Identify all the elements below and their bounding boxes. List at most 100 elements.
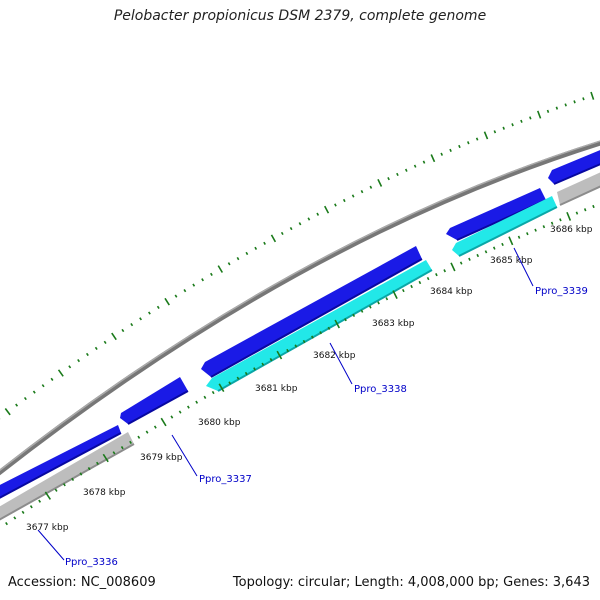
gene-label-ppro-3337[interactable]: Ppro_3337 bbox=[199, 474, 252, 485]
track-tick bbox=[493, 130, 497, 134]
track-tick bbox=[192, 283, 196, 287]
track-tick bbox=[550, 221, 554, 225]
track-tick bbox=[68, 365, 72, 369]
kbp-labels: 3677 kbp 3678 kbp 3679 kbp 3680 kbp 3681… bbox=[26, 225, 593, 533]
backbone-highlight bbox=[0, 140, 600, 472]
reverse-gene-gray-1[interactable] bbox=[0, 432, 134, 525]
track-tick bbox=[186, 405, 190, 409]
track-tick bbox=[263, 241, 266, 245]
track-tick bbox=[253, 367, 256, 371]
track-tick bbox=[236, 256, 240, 261]
track-tick bbox=[352, 313, 356, 318]
track-tick bbox=[210, 272, 213, 276]
forward-gene-1[interactable] bbox=[0, 425, 121, 503]
reverse-genes bbox=[0, 168, 600, 525]
track-tick bbox=[130, 323, 134, 327]
track-tick bbox=[280, 231, 284, 236]
track-tick bbox=[307, 217, 311, 221]
track-tick bbox=[41, 384, 45, 388]
forward-gene-5[interactable] bbox=[548, 146, 600, 184]
track-tick bbox=[270, 234, 277, 243]
track-tick bbox=[564, 103, 567, 107]
track-tick bbox=[546, 109, 550, 113]
track-tick bbox=[396, 172, 399, 177]
track-tick bbox=[520, 119, 523, 123]
track-tick bbox=[195, 400, 199, 404]
track-tick bbox=[426, 276, 430, 281]
forward-gene-3[interactable] bbox=[201, 246, 422, 377]
track-tick bbox=[147, 311, 151, 315]
track-tick bbox=[458, 144, 461, 149]
track-tick bbox=[311, 335, 314, 339]
track-tick bbox=[153, 425, 157, 429]
track-tick bbox=[38, 499, 42, 503]
track-tick bbox=[582, 97, 585, 101]
track-tick bbox=[302, 339, 306, 344]
accession-text: Accession: NC_008609 bbox=[8, 575, 156, 590]
track-tick bbox=[227, 262, 231, 266]
track-tick bbox=[294, 344, 298, 348]
track-tick bbox=[369, 185, 373, 189]
track-tick bbox=[534, 228, 537, 232]
track-tick bbox=[377, 301, 380, 305]
track-tick bbox=[4, 407, 11, 416]
track-tick bbox=[385, 297, 389, 301]
track-tick bbox=[54, 488, 58, 492]
track-tick bbox=[129, 440, 132, 445]
track-tick bbox=[298, 222, 302, 226]
reverse-gene-cyan-1[interactable] bbox=[206, 260, 432, 391]
tick-label: 3685 kbp bbox=[490, 256, 533, 266]
track-tick bbox=[566, 211, 572, 221]
tick-label: 3680 kbp bbox=[198, 418, 241, 428]
track-tick bbox=[29, 505, 33, 509]
track-tick bbox=[174, 294, 178, 298]
track-tick bbox=[121, 328, 125, 333]
track-tick bbox=[32, 390, 36, 394]
reverse-gene-gray-2[interactable] bbox=[557, 168, 600, 205]
track-tick bbox=[319, 331, 323, 335]
track-tick bbox=[492, 246, 496, 250]
track-tick bbox=[377, 178, 383, 187]
genome-summary-text: Topology: circular; Length: 4,008,000 bp… bbox=[232, 575, 590, 590]
track-tick bbox=[342, 198, 346, 203]
track-tick bbox=[254, 246, 258, 250]
track-tick bbox=[511, 123, 514, 127]
track-tick bbox=[459, 261, 463, 265]
forward-gene-2[interactable] bbox=[120, 377, 188, 424]
track-tick bbox=[327, 326, 331, 330]
track-tick bbox=[183, 289, 187, 293]
gene-label-ppro-3336[interactable]: Ppro_3336 bbox=[65, 557, 118, 568]
tick-label: 3686 kbp bbox=[550, 225, 593, 235]
tick-label: 3678 kbp bbox=[83, 488, 126, 498]
track-tick bbox=[430, 154, 436, 163]
track-tick bbox=[467, 141, 470, 145]
tick-label: 3684 kbp bbox=[430, 287, 473, 297]
track-tick bbox=[23, 396, 27, 401]
track-tick bbox=[57, 369, 64, 377]
track-tick bbox=[87, 467, 91, 471]
track-tick bbox=[201, 278, 204, 282]
backbone-line bbox=[0, 140, 600, 476]
track-tick bbox=[351, 194, 355, 198]
track-tick bbox=[178, 410, 182, 414]
track-tick bbox=[286, 348, 289, 353]
track-tick bbox=[137, 435, 141, 439]
track-tick bbox=[555, 106, 559, 110]
track-tick bbox=[450, 262, 456, 272]
gene-label-ppro-3338[interactable]: Ppro_3338 bbox=[354, 384, 407, 395]
track-tick bbox=[517, 235, 521, 239]
track-tick bbox=[344, 318, 347, 322]
track-tick bbox=[401, 288, 405, 293]
track-tick bbox=[103, 340, 107, 344]
track-tick bbox=[360, 309, 364, 313]
forward-gene-4[interactable] bbox=[446, 188, 546, 240]
track-tick bbox=[71, 477, 75, 481]
reverse-gene-cyan-2[interactable] bbox=[452, 196, 557, 256]
track-tick bbox=[468, 257, 471, 261]
track-tick bbox=[62, 483, 66, 487]
gene-label-ppro-3339[interactable]: Ppro_3339 bbox=[535, 286, 588, 297]
track-tick bbox=[316, 212, 320, 216]
tick-label: 3681 kbp bbox=[255, 384, 298, 394]
track-tick bbox=[502, 126, 505, 130]
track-tick bbox=[15, 403, 19, 407]
